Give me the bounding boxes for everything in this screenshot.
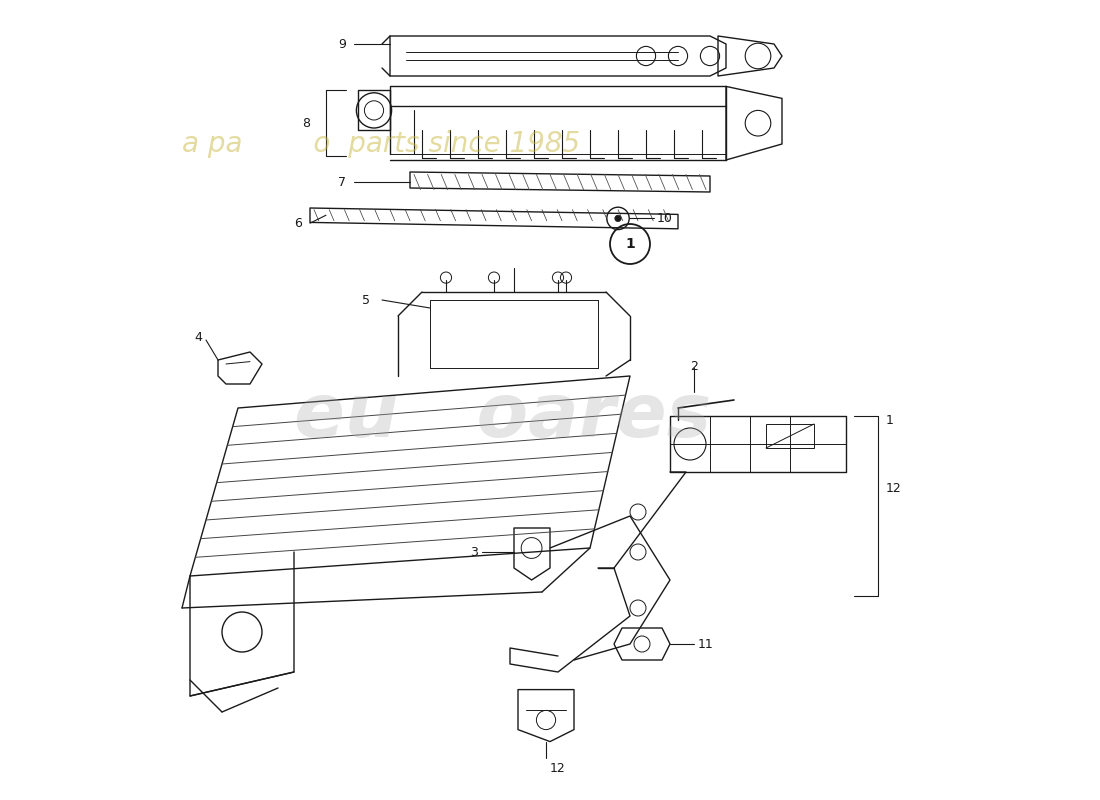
Text: 10: 10 — [657, 212, 672, 225]
Circle shape — [615, 215, 622, 222]
Text: 2: 2 — [690, 360, 697, 373]
Text: 6: 6 — [294, 217, 302, 230]
Text: a pa        o  parts since 1985: a pa o parts since 1985 — [182, 130, 580, 158]
Text: 12: 12 — [550, 762, 565, 774]
Text: 8: 8 — [302, 117, 310, 130]
Text: 9: 9 — [338, 38, 346, 50]
Text: 7: 7 — [338, 175, 346, 189]
Text: 5: 5 — [362, 294, 370, 306]
Bar — [766, 424, 814, 448]
Text: 3: 3 — [470, 546, 478, 558]
Text: eu   oares: eu oares — [294, 379, 712, 453]
Text: 4: 4 — [194, 331, 202, 344]
Text: 12: 12 — [886, 482, 902, 494]
Text: 11: 11 — [698, 638, 714, 650]
Text: 1: 1 — [886, 414, 894, 426]
Text: 1: 1 — [625, 237, 635, 251]
